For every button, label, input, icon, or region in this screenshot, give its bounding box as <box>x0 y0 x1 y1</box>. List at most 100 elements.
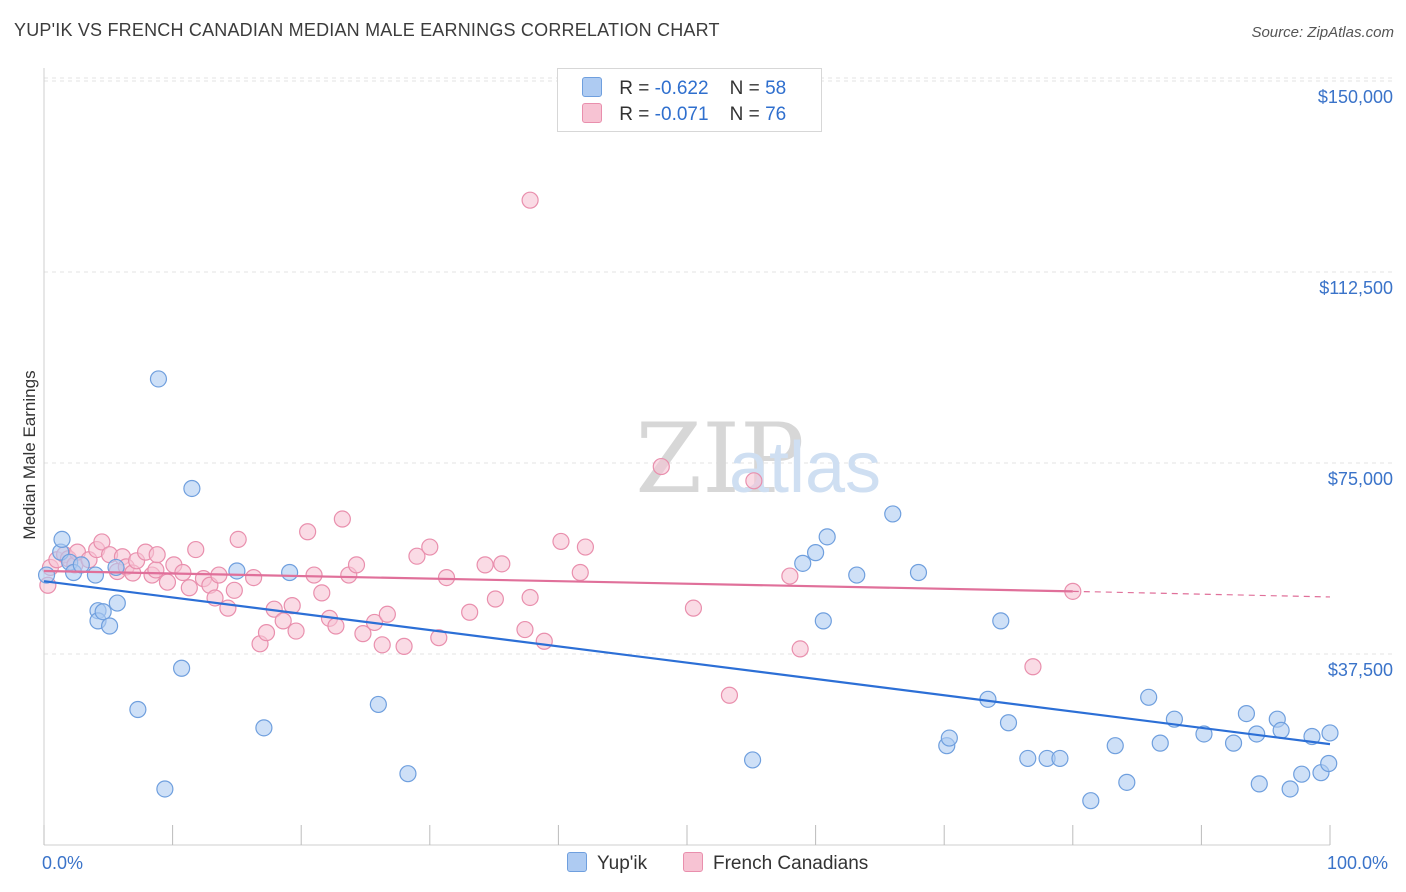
data-point <box>1224 734 1243 752</box>
data-point <box>156 780 174 798</box>
data-point <box>94 603 112 621</box>
data-point <box>1082 792 1100 810</box>
data-point <box>173 659 191 677</box>
legend-n-label: N = <box>729 104 760 125</box>
data-point <box>257 624 276 642</box>
data-point <box>228 562 246 580</box>
data-point <box>1272 721 1290 740</box>
data-point <box>1151 734 1169 752</box>
data-point <box>720 686 739 704</box>
trend-line-yupik <box>43 580 1331 746</box>
data-point <box>745 472 763 490</box>
chart-title: YUP'IK VS FRENCH CANADIAN MEDIAN MALE EA… <box>14 20 720 40</box>
data-point <box>1281 780 1299 798</box>
data-point <box>743 751 762 769</box>
data-point <box>1195 725 1213 743</box>
data-point <box>305 566 323 584</box>
data-point <box>245 568 263 587</box>
data-point <box>791 640 809 658</box>
data-point <box>461 603 479 621</box>
data-point <box>183 479 201 498</box>
data-point <box>1250 775 1268 793</box>
data-point <box>255 719 273 737</box>
data-point <box>281 563 299 582</box>
y-tick-label: $37,500 <box>1327 660 1393 680</box>
legend-row-yupik: R = -0.622 N = 58 <box>582 77 786 99</box>
y-tick-label: $112,500 <box>1319 278 1393 298</box>
data-point <box>148 546 166 564</box>
data-point <box>806 544 825 562</box>
grid-lines <box>44 77 1395 655</box>
data-point <box>373 636 391 654</box>
data-point <box>576 538 595 556</box>
data-point <box>108 594 126 612</box>
data-point <box>486 590 504 608</box>
axes <box>43 68 1331 846</box>
data-point <box>521 191 539 209</box>
data-point <box>287 622 305 640</box>
correlation-legend: R = -0.622 N = 58 R = -0.071 N = 76 <box>557 68 822 132</box>
data-point <box>848 566 866 584</box>
data-point <box>187 540 205 559</box>
data-point <box>571 563 589 582</box>
bottom-legend-french-canadians: French Canadians <box>683 852 868 875</box>
data-point <box>174 563 192 582</box>
data-point <box>327 617 345 635</box>
data-point <box>999 714 1018 732</box>
source-label: Source: ZipAtlas.com <box>1251 24 1394 41</box>
data-point <box>299 523 317 541</box>
trend-line-french-canadians-extension <box>1072 590 1331 598</box>
data-point <box>1019 749 1037 768</box>
legend-r-value: -0.071 <box>654 104 709 125</box>
legend-swatch-pink <box>582 103 602 123</box>
data-point <box>992 612 1010 630</box>
data-point <box>437 568 456 587</box>
data-point <box>219 599 237 617</box>
data-point <box>781 567 799 585</box>
data-point <box>100 617 119 635</box>
data-point <box>86 566 105 584</box>
data-point <box>229 530 247 549</box>
data-point <box>652 457 670 476</box>
data-point <box>814 612 832 630</box>
data-point <box>1321 724 1339 742</box>
data-point <box>430 629 448 647</box>
legend-label-yupik: Yup'ik <box>597 853 648 874</box>
series-french-canadians <box>39 191 1082 704</box>
data-point <box>421 538 439 556</box>
data-point <box>158 573 177 591</box>
data-point <box>1106 737 1124 755</box>
data-point <box>347 556 366 574</box>
data-point <box>274 612 292 630</box>
data-point <box>884 505 902 523</box>
legend-n-label: N = <box>729 78 760 99</box>
data-point <box>794 554 812 572</box>
data-point <box>313 584 331 602</box>
watermark-atlas: atlas <box>729 428 881 508</box>
data-point <box>493 555 511 573</box>
legend-label-french-canadians: French Canadians <box>713 853 869 874</box>
data-point <box>369 695 387 714</box>
data-point <box>818 528 836 546</box>
legend-row-french-canadians: R = -0.071 N = 76 <box>582 103 786 125</box>
legend-swatch-blue <box>582 77 602 97</box>
data-point <box>147 561 165 579</box>
data-point <box>408 547 426 565</box>
data-point <box>1320 754 1338 773</box>
data-point <box>516 620 534 639</box>
data-point <box>354 625 372 643</box>
data-point <box>129 700 147 719</box>
data-point <box>149 370 168 388</box>
legend-n-value: 58 <box>765 78 787 99</box>
legend-n-value: 76 <box>765 104 787 125</box>
legend-swatch-blue <box>567 852 587 872</box>
y-tick-label: $75,000 <box>1327 469 1393 489</box>
data-point <box>395 637 413 655</box>
data-point <box>225 581 243 599</box>
data-point <box>1051 749 1069 768</box>
data-point <box>535 632 553 650</box>
legend-r-value: -0.622 <box>654 78 709 99</box>
legend-r-label: R = <box>619 104 650 125</box>
trend-lines <box>43 569 1331 746</box>
